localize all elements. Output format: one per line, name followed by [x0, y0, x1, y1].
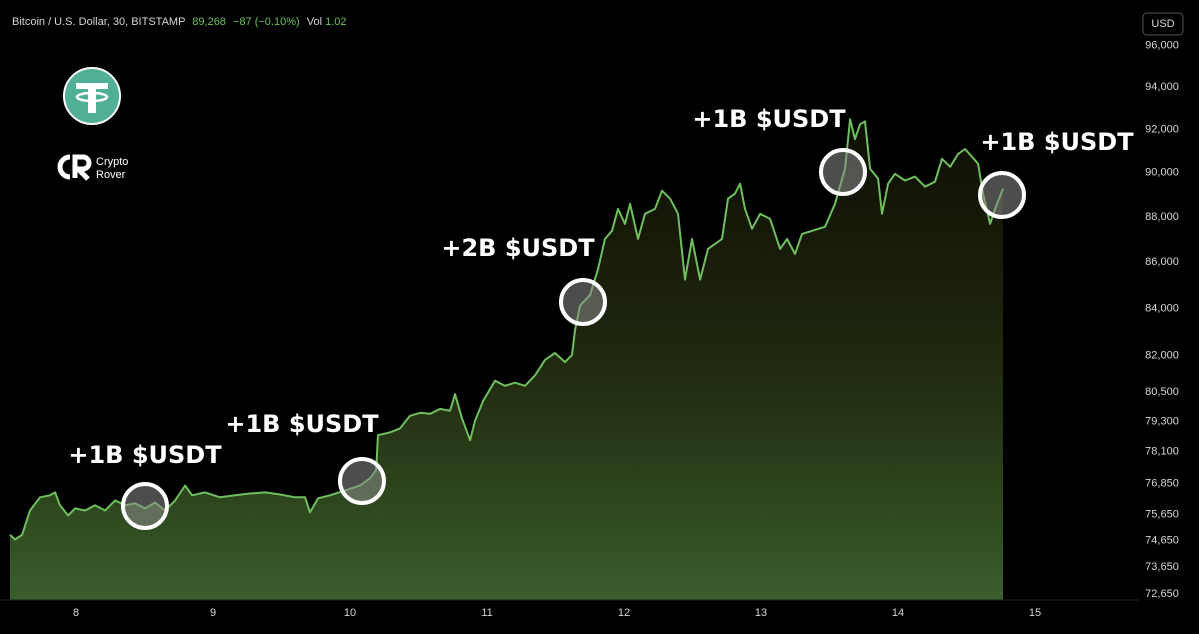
logo-text: Rover	[96, 169, 126, 181]
annotation-label: +1B $USDT	[692, 105, 846, 133]
annotation-circle	[978, 171, 1026, 219]
x-tick-label: 14	[892, 607, 904, 619]
plot-area	[9, 118, 1004, 600]
y-tick-label: 72,650	[1145, 588, 1179, 600]
change: −87 (−0.10%)	[233, 16, 300, 28]
y-tick-label: 86,000	[1145, 256, 1179, 268]
annotation-circle	[559, 278, 607, 326]
y-tick-label: 90,000	[1145, 167, 1179, 179]
annotation-label: +2B $USDT	[441, 234, 595, 262]
price: 89,268	[192, 16, 226, 28]
symbol: Bitcoin / U.S. Dollar, 30, BITSTAMP	[12, 16, 185, 28]
y-tick-label: 76,850	[1145, 477, 1179, 489]
annotation-circle	[338, 457, 386, 505]
y-tick-label: 75,650	[1145, 508, 1179, 520]
annotation-circle	[121, 482, 169, 530]
y-tick-label: 80,500	[1145, 386, 1179, 398]
y-tick-label: 94,000	[1145, 81, 1179, 93]
y-tick-label: 82,000	[1145, 350, 1179, 362]
y-tick-label: 74,650	[1145, 535, 1179, 547]
y-tick-label: 78,100	[1145, 446, 1179, 458]
x-tick-label: 13	[755, 607, 767, 619]
tether-logo	[63, 67, 121, 125]
x-tick-label: 8	[73, 607, 79, 619]
y-tick-label: 79,300	[1145, 416, 1179, 428]
x-tick-label: 9	[210, 607, 216, 619]
x-tick-label: 10	[344, 607, 356, 619]
volume: 1.02	[325, 16, 346, 28]
price-line	[9, 118, 1004, 541]
annotation-circle	[819, 148, 867, 196]
x-tick-label: 12	[618, 607, 630, 619]
y-tick-label: 73,650	[1145, 561, 1179, 573]
y-tick-label: 88,000	[1145, 211, 1179, 223]
currency[interactable]: USD	[1151, 18, 1174, 30]
currency-box[interactable]	[1142, 12, 1184, 36]
header: Bitcoin / U.S. Dollar, 30, BITSTAMP 89,2…	[12, 16, 347, 28]
annotation-label: +1B $USDT	[225, 410, 379, 438]
annotation-label: +1B $USDT	[68, 441, 222, 469]
area-fill	[10, 119, 1003, 600]
logo-text: Crypto	[96, 156, 128, 168]
volume-label: Vol	[307, 16, 322, 28]
y-tick-label: 92,000	[1145, 123, 1179, 135]
x-tick-label: 11	[481, 607, 492, 619]
y-tick-label: 96,000	[1145, 40, 1179, 52]
rover-logo: Crypto Rover	[57, 154, 128, 181]
x-tick-label: 15	[1029, 607, 1041, 619]
y-tick-label: 84,000	[1145, 302, 1179, 314]
annotation-label: +1B $USDT	[980, 128, 1134, 156]
